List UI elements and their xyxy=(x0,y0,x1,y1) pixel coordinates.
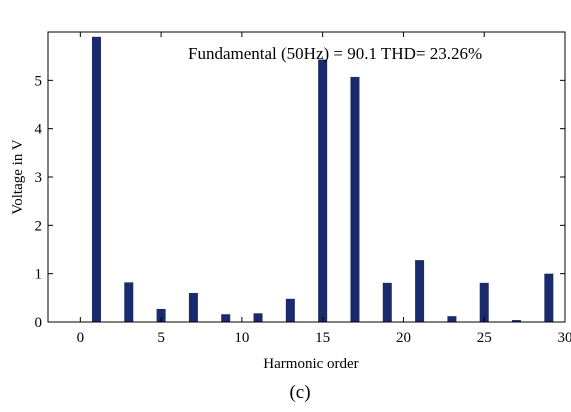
x-tick-label-5: 5 xyxy=(157,330,165,346)
axes-frame xyxy=(47,31,566,323)
bar-harmonic-21 xyxy=(415,260,425,322)
annotation-text: Fundamental (50Hz) = 90.1 THD= 23.26% xyxy=(188,44,482,63)
bar-harmonic-1 xyxy=(91,36,101,322)
bar-harmonic-23 xyxy=(447,316,457,322)
x-tick-label-0: 0 xyxy=(77,330,85,346)
y-tick-label-4: 4 xyxy=(35,122,43,138)
x-tick-label-20: 20 xyxy=(396,330,411,346)
y-tick-label-5: 5 xyxy=(35,73,43,89)
bar-harmonic-3 xyxy=(124,282,134,322)
bar-harmonic-25 xyxy=(479,282,489,322)
y-tick-label-3: 3 xyxy=(35,170,43,186)
x-tick-label-30: 30 xyxy=(558,330,571,346)
y-tick-label-1: 1 xyxy=(35,267,43,283)
bar-harmonic-5 xyxy=(156,308,166,322)
bars-group xyxy=(91,36,554,323)
bar-harmonic-19 xyxy=(382,282,392,322)
ticks-group: 0 5 10 15 20 25 30 0 1 2 3 4 5 xyxy=(35,32,571,346)
bar-harmonic-11 xyxy=(253,313,263,322)
bar-harmonic-17 xyxy=(350,76,360,322)
x-tick-label-15: 15 xyxy=(315,330,330,346)
x-tick-label-10: 10 xyxy=(234,330,249,346)
bar-harmonic-27 xyxy=(512,320,522,322)
x-tick-label-25: 25 xyxy=(477,330,492,346)
bar-harmonic-9 xyxy=(221,314,231,322)
bar-harmonic-13 xyxy=(285,298,295,322)
y-tick-label-2: 2 xyxy=(35,218,43,234)
bar-harmonic-15 xyxy=(318,59,328,323)
bar-harmonic-7 xyxy=(188,293,198,322)
y-tick-label-0: 0 xyxy=(35,315,43,331)
figure-caption: (c) xyxy=(289,382,310,403)
bar-harmonic-29 xyxy=(544,273,554,322)
y-axis-label: Voltage in V xyxy=(10,139,26,214)
x-axis-label: Harmonic order xyxy=(263,356,358,372)
